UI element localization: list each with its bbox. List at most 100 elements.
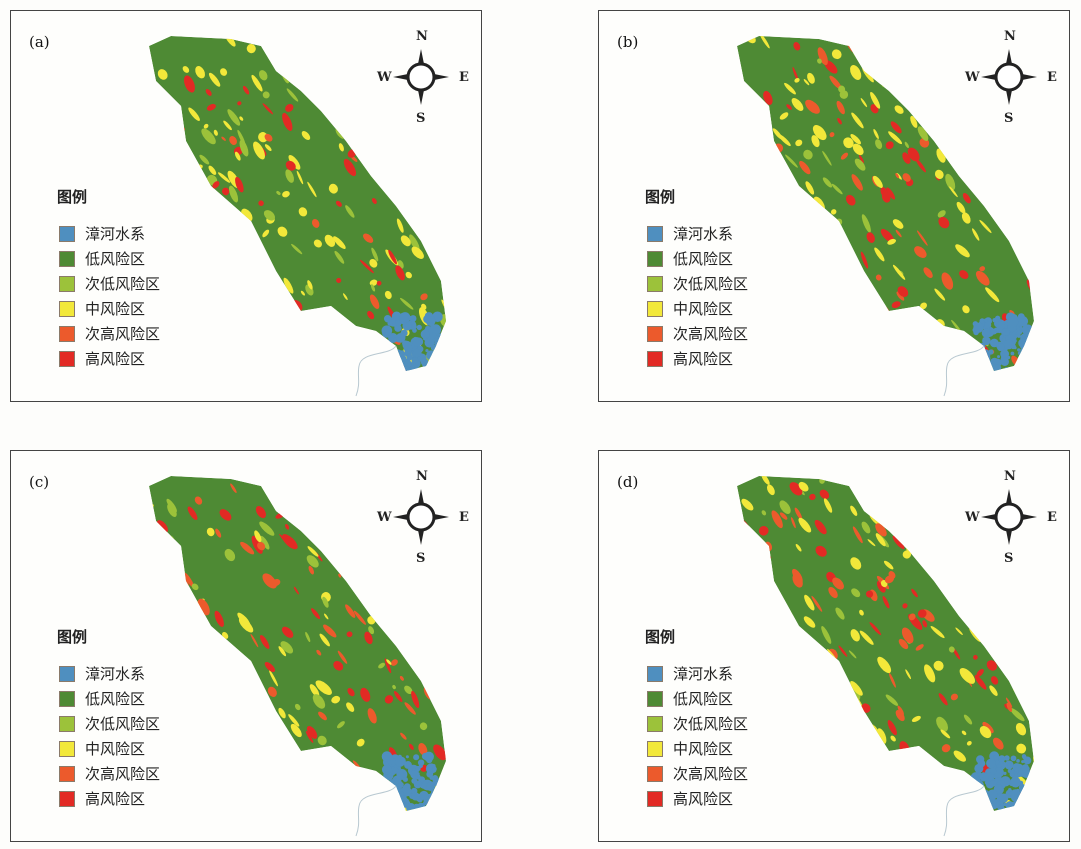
risk-patch xyxy=(316,649,322,656)
risk-patch xyxy=(922,620,928,628)
water-patch xyxy=(395,367,399,371)
risk-patch xyxy=(796,687,805,696)
risk-patch xyxy=(1001,646,1009,653)
risk-patch xyxy=(157,130,167,143)
water-patch xyxy=(426,781,436,792)
risk-patch xyxy=(265,723,278,736)
water-patch xyxy=(389,799,393,803)
water-patch xyxy=(979,343,984,348)
risk-patch xyxy=(323,624,337,638)
risk-patch xyxy=(202,765,211,774)
risk-patch xyxy=(235,176,244,193)
water-patch xyxy=(416,324,422,331)
water-patch xyxy=(434,805,439,810)
legend-item: 次高风险区 xyxy=(57,761,160,786)
risk-patch xyxy=(811,135,820,148)
legend-item: 次低风险区 xyxy=(57,271,160,296)
risk-patch xyxy=(444,597,446,604)
risk-patch xyxy=(871,335,880,343)
risk-patch xyxy=(781,281,791,297)
risk-patch xyxy=(875,139,883,150)
risk-patch xyxy=(950,693,958,701)
water-patch xyxy=(979,318,985,324)
water-patch xyxy=(437,804,445,811)
risk-patch xyxy=(840,152,849,160)
legend-item: 次低风险区 xyxy=(645,271,748,296)
risk-patch xyxy=(833,229,839,235)
water-patch xyxy=(1010,755,1017,762)
risk-patch xyxy=(160,121,170,133)
risk-patch xyxy=(176,690,190,708)
risk-patch xyxy=(291,243,303,255)
risk-patch xyxy=(955,244,970,258)
risk-patch xyxy=(443,720,446,729)
risk-patch xyxy=(264,662,276,673)
risk-patch xyxy=(919,789,934,805)
risk-patch xyxy=(272,718,278,725)
risk-patch xyxy=(376,280,382,286)
risk-patch xyxy=(370,284,376,292)
risk-patch xyxy=(850,557,862,570)
risk-patch xyxy=(1009,194,1015,203)
risk-patch xyxy=(798,481,809,492)
risk-patch xyxy=(306,555,319,568)
water-patch xyxy=(413,754,420,761)
legend-swatch xyxy=(647,300,663,317)
risk-patch xyxy=(400,732,407,740)
water-patch xyxy=(1009,771,1015,777)
risk-patch xyxy=(203,123,209,129)
risk-patch xyxy=(979,266,986,272)
water-patch xyxy=(1019,326,1023,331)
water-patch xyxy=(1004,755,1010,761)
risk-patch xyxy=(936,716,948,732)
risk-patch xyxy=(766,363,772,371)
risk-patch xyxy=(761,778,768,784)
risk-patch xyxy=(877,728,887,744)
risk-patch xyxy=(278,745,290,757)
water-patch xyxy=(1021,326,1029,333)
water-patch xyxy=(1023,348,1031,357)
risk-patch xyxy=(953,750,966,762)
water-patch xyxy=(1008,806,1017,811)
risk-patch xyxy=(910,59,918,71)
risk-patch xyxy=(901,803,911,810)
risk-patch xyxy=(158,151,165,162)
legend-swatch xyxy=(59,300,75,317)
legend-swatch xyxy=(59,765,75,782)
risk-patch xyxy=(859,609,864,616)
risk-patch xyxy=(374,156,379,163)
legend-swatch xyxy=(647,740,663,757)
risk-patch xyxy=(172,356,182,371)
risk-patch xyxy=(892,264,906,280)
water-patch xyxy=(1018,338,1028,348)
risk-patch xyxy=(262,103,274,115)
east-label: E xyxy=(459,510,469,525)
risk-patch xyxy=(311,218,320,228)
risk-patch xyxy=(219,699,233,714)
water-patch xyxy=(422,808,427,811)
risk-patch xyxy=(895,710,905,722)
risk-patch xyxy=(435,362,446,371)
risk-patch xyxy=(833,230,843,241)
risk-patch xyxy=(948,646,955,653)
risk-patch xyxy=(829,75,842,90)
legend-label: 漳河水系 xyxy=(85,225,146,243)
risk-patch xyxy=(205,266,215,285)
risk-patch xyxy=(921,476,932,484)
risk-patch xyxy=(248,759,260,770)
risk-patch xyxy=(322,596,329,608)
legend-swatch xyxy=(59,225,75,242)
risk-patch xyxy=(873,129,879,139)
water-patch xyxy=(983,803,992,811)
risk-patch xyxy=(890,735,896,742)
panel-label: (d) xyxy=(617,473,639,491)
risk-patch xyxy=(418,592,427,611)
risk-patch xyxy=(281,626,294,638)
water-patch xyxy=(431,801,436,805)
risk-patch xyxy=(294,765,301,773)
legend-swatch xyxy=(59,275,75,292)
risk-patch xyxy=(792,351,805,364)
north-label: N xyxy=(1004,29,1016,44)
water-patch xyxy=(974,763,984,773)
risk-patch xyxy=(227,368,232,371)
